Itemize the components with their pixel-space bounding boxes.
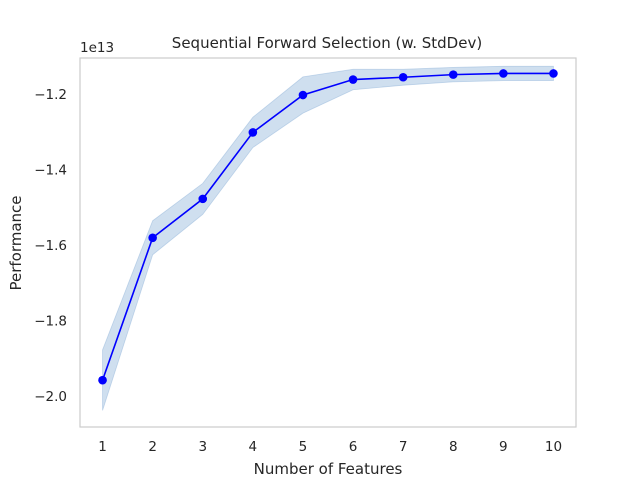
y-axis-label: Performance [7, 195, 25, 290]
chart-title: Sequential Forward Selection (w. StdDev) [172, 34, 482, 52]
data-point [148, 233, 157, 243]
x-tick-label: 9 [499, 439, 508, 455]
plot-area: 1 2 3 4 5 6 7 8 9 10 −2.0 −1.8 −1.6 −1.4 −1.2 [34, 57, 577, 455]
data-point [549, 69, 558, 78]
y-tick-label: −1.2 [34, 87, 67, 103]
x-tick-label: 6 [349, 439, 358, 455]
x-tick-label: 2 [148, 439, 157, 455]
x-tick-label: 1 [98, 439, 107, 455]
std-band [102, 65, 554, 411]
y-tick-label: −1.4 [34, 162, 67, 178]
x-tick-label: 7 [399, 439, 408, 455]
x-tick-label: 8 [449, 439, 458, 455]
series-line [101, 72, 554, 381]
x-axis-label: Number of Features [254, 460, 403, 478]
x-tick-label: 5 [299, 439, 308, 455]
y-tick-label: −1.6 [34, 238, 67, 254]
data-point [298, 90, 308, 100]
plot-frame [79, 57, 577, 428]
y-tick-label: −1.8 [34, 313, 67, 329]
x-tick-label: 10 [545, 439, 562, 455]
data-point [448, 70, 458, 79]
y-tick-label: −2.0 [34, 389, 67, 405]
data-point [398, 72, 408, 82]
data-point [348, 75, 358, 84]
data-point [499, 69, 508, 78]
data-point [248, 128, 258, 137]
x-tick-label: 4 [249, 439, 258, 455]
y-offset-label: 1e13 [80, 40, 114, 56]
x-tick-label: 3 [198, 439, 207, 455]
data-point [98, 375, 107, 385]
data-point [198, 194, 208, 204]
